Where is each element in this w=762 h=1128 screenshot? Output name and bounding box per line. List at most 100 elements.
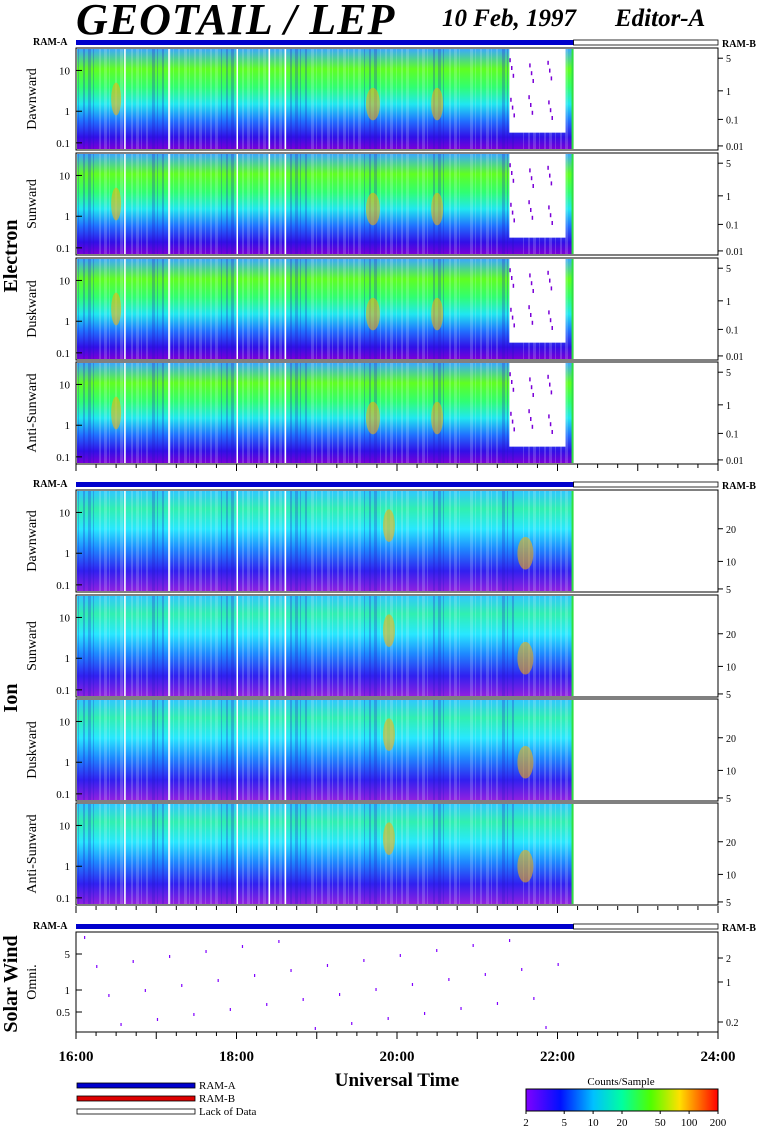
sparse-pixel [549, 173, 551, 178]
texture-stripe [152, 596, 155, 696]
texture-stripe [454, 491, 457, 591]
texture-stripe [290, 700, 292, 800]
texture-stripe [300, 596, 301, 696]
texture-stripe [321, 49, 323, 149]
texture-stripe [401, 596, 403, 696]
texture-stripe [539, 596, 540, 696]
texture-stripe [539, 491, 540, 591]
sw-data-point [205, 950, 207, 953]
texture-stripe [470, 804, 473, 904]
texture-stripe [146, 491, 148, 591]
texture-stripe [390, 49, 393, 149]
texture-stripe [401, 700, 403, 800]
texture-stripe [120, 363, 123, 463]
texture-stripe [502, 363, 505, 463]
texture-stripe [226, 700, 228, 800]
texture-stripe [274, 596, 276, 696]
texture-stripe [459, 491, 460, 591]
ram-a-label: RAM-A [33, 921, 68, 932]
sparse-pixel [531, 215, 534, 220]
sw-data-point [521, 968, 523, 971]
sw-data-point [411, 983, 414, 986]
sparse-pixel [512, 178, 515, 183]
texture-stripe [353, 363, 355, 463]
texture-stripe [157, 259, 158, 359]
texture-stripe [210, 154, 212, 254]
sparse-pixel [511, 171, 513, 175]
texture-stripe [560, 491, 562, 591]
texture-stripe [316, 363, 317, 463]
spectrogram-panel: 5 1 0.5 2 1 0.2 Omni. [25, 931, 739, 1033]
texture-stripe [268, 49, 269, 149]
texture-stripe [364, 363, 365, 463]
texture-stripe [104, 491, 107, 591]
sparse-pixel [530, 313, 532, 317]
texture-stripe [221, 49, 222, 149]
texture-stripe [353, 154, 355, 254]
texture-stripe [189, 596, 190, 696]
intensity-hotspot [111, 396, 122, 430]
colorbar-tick-label: 5 [561, 1117, 567, 1128]
texture-stripe [486, 49, 489, 149]
texture-stripe [226, 259, 228, 359]
y-tick-label: 1 [65, 757, 71, 769]
editor-title: Editor-A [615, 5, 706, 32]
texture-stripe [507, 259, 508, 359]
texture-stripe [242, 596, 244, 696]
texture-stripe [178, 49, 180, 149]
texture-stripe [337, 596, 339, 696]
texture-stripe [305, 49, 307, 149]
texture-stripe [385, 491, 387, 591]
texture-stripe [343, 154, 346, 254]
sw-data-point [472, 944, 474, 947]
data-gap [124, 154, 126, 254]
texture-stripe [99, 491, 101, 591]
ram-a-label: RAM-A [33, 479, 68, 490]
texture-stripe [274, 49, 276, 149]
panel-label: Sunward [25, 621, 40, 671]
texture-stripe [252, 49, 253, 149]
texture-stripe [449, 49, 451, 149]
texture-stripe [210, 596, 212, 696]
texture-stripe [374, 700, 377, 800]
data-gap [168, 700, 170, 800]
sparse-pixel [532, 289, 534, 293]
texture-stripe [162, 363, 164, 463]
texture-stripe [141, 700, 142, 800]
texture-stripe [364, 596, 365, 696]
texture-stripe [544, 491, 546, 591]
texture-stripe [290, 154, 292, 254]
sparse-pixel [550, 286, 553, 291]
texture-stripe [93, 804, 94, 904]
legend-swatch [76, 1095, 196, 1102]
texture-stripe [258, 363, 260, 463]
texture-stripe [131, 804, 133, 904]
texture-stripe [300, 491, 301, 591]
texture-stripe [295, 259, 298, 359]
sparse-pixel [509, 268, 511, 273]
texture-stripe [507, 804, 508, 904]
texture-stripe [549, 491, 552, 591]
texture-stripe [221, 700, 222, 800]
legend-swatch [76, 1082, 196, 1089]
texture-stripe [449, 259, 451, 359]
texture-stripe [507, 596, 508, 696]
texture-stripe [300, 49, 301, 149]
texture-stripe [157, 49, 158, 149]
texture-stripe [184, 154, 187, 254]
data-gap [124, 363, 126, 463]
texture-stripe [316, 596, 317, 696]
texture-stripe [512, 491, 514, 591]
legend-label: Lack of Data [199, 1106, 257, 1118]
spectrogram-panel: 10 1 0.1 5 1 0.1 0.01 Duskward [25, 257, 744, 363]
right-tick-label: 5 [726, 264, 731, 275]
texture-stripe [438, 700, 441, 800]
texture-stripe [268, 363, 269, 463]
texture-stripe [401, 154, 403, 254]
intensity-hotspot [111, 82, 122, 116]
texture-stripe [417, 491, 419, 591]
intensity-hotspot [431, 192, 444, 226]
texture-stripe [258, 700, 260, 800]
sparse-region [509, 259, 566, 343]
right-tick-label: 5 [726, 159, 731, 170]
